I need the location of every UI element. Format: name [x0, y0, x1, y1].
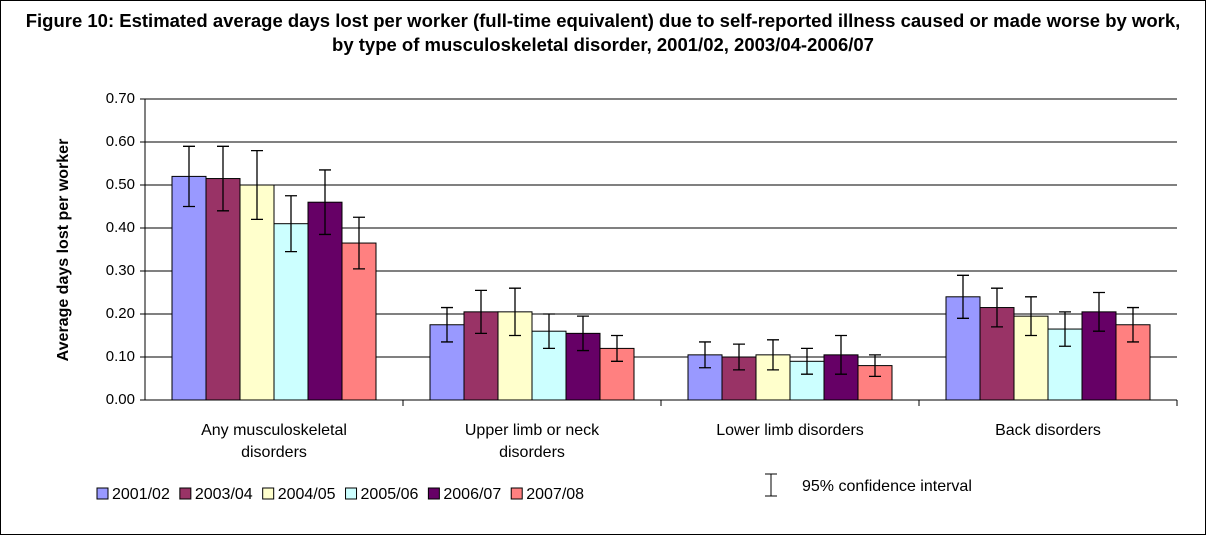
error-bar: [285, 195, 297, 253]
error-bar: [441, 306, 453, 343]
error-bar: [991, 287, 1003, 328]
error-bar: [577, 315, 589, 352]
error-bar: [1127, 306, 1139, 343]
error-bar: [699, 341, 711, 369]
y-tick-label: 0.40: [106, 219, 135, 236]
legend-swatch: [510, 487, 523, 500]
error-bar: [1093, 291, 1105, 332]
bar: [171, 175, 207, 401]
legend-label: 2007/08: [526, 486, 584, 503]
y-tick-label: 0.30: [106, 262, 135, 279]
legend-swatch: [427, 487, 440, 500]
error-bar: [543, 313, 555, 350]
x-tick-label: Upper limb or neck disorders: [464, 422, 600, 461]
legend-label: 2004/05: [278, 486, 336, 503]
y-tick-label: 0.10: [106, 348, 135, 365]
error-bar: [183, 145, 195, 208]
legend-label: 2001/02: [112, 486, 170, 503]
error-bar: [509, 287, 521, 337]
x-tick-label: Lower limb disorders: [716, 422, 864, 439]
error-bar: [801, 347, 813, 375]
x-tick-label: Back disorders: [995, 422, 1101, 439]
bar: [205, 178, 241, 401]
legend-swatch: [345, 487, 358, 500]
error-bar: [251, 149, 263, 221]
legend-swatch: [262, 487, 275, 500]
error-bar: [1025, 296, 1037, 337]
legend-label: 2006/07: [443, 486, 501, 503]
error-bar: [217, 145, 229, 212]
chart-title: Figure 10: Estimated average days lost p…: [25, 10, 1181, 55]
legend-swatch: [96, 487, 109, 500]
error-bar: [835, 334, 847, 375]
y-tick-label: 0.20: [106, 305, 135, 322]
bar: [239, 184, 275, 401]
y-tick-label: 0.00: [106, 391, 135, 408]
y-axis-label: Average days lost per worker: [55, 139, 72, 362]
error-bar: [475, 289, 487, 334]
legend-error-icon: [765, 473, 777, 497]
error-bar: [733, 343, 745, 371]
error-bar: [353, 216, 365, 270]
error-bar: [767, 339, 779, 371]
legend-label: 2005/06: [361, 486, 419, 503]
y-tick-label: 0.70: [106, 90, 135, 107]
error-bar: [319, 169, 331, 236]
error-bar: [1059, 311, 1071, 347]
x-tick-label: Any musculoskeletal disorders: [201, 422, 347, 461]
y-tick-label: 0.60: [106, 133, 135, 150]
error-bar: [611, 334, 623, 362]
legend-label: 2003/04: [195, 486, 253, 503]
bar: [273, 223, 309, 401]
legend-label: 95% confidence interval: [802, 478, 972, 495]
legend-swatch: [179, 487, 192, 500]
y-tick-label: 0.50: [106, 176, 135, 193]
error-bar: [869, 354, 881, 377]
error-bar: [957, 274, 969, 319]
